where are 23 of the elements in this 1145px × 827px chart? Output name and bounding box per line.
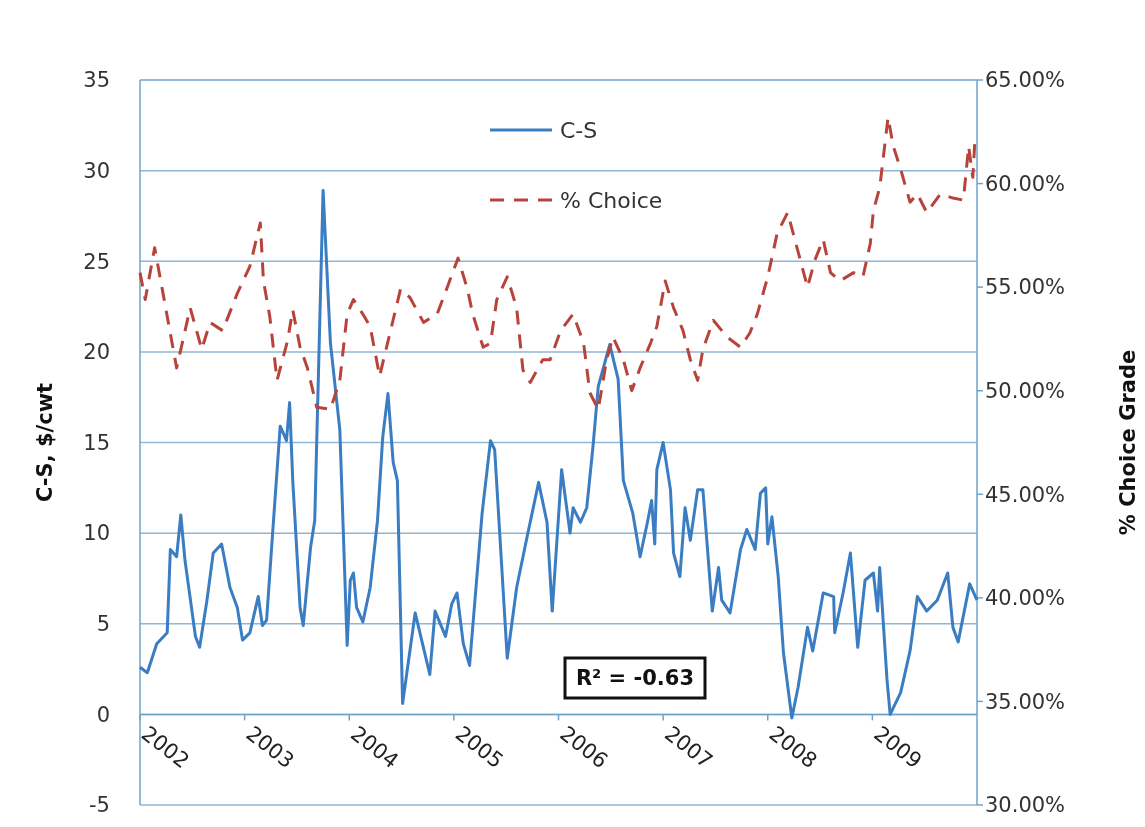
line-series	[138, 189, 979, 720]
y-tick-label: 20	[83, 340, 110, 365]
y-tick-label: -5	[89, 793, 110, 818]
legend-label: % Choice	[560, 187, 663, 213]
y-tick-label: 35	[83, 68, 110, 93]
y2-tick-label: 60.00%	[985, 171, 1066, 196]
y2-tick-label: 55.00%	[985, 275, 1066, 300]
y-axis-title: C-S, $/cwt	[33, 382, 57, 503]
y-tick-label: 0	[96, 702, 110, 727]
y2-tick-label: 30.00%	[985, 793, 1066, 818]
annotation: R² = -0.63	[575, 666, 695, 691]
y2-tick-label: 40.00%	[985, 586, 1066, 611]
y-tick-label: 5	[96, 612, 110, 637]
legend-label: C-S	[560, 117, 598, 143]
y2-tick-label: 45.00%	[985, 482, 1066, 507]
y2-tick-label: 65.00%	[985, 68, 1066, 93]
y-tick-label: 10	[83, 521, 110, 546]
y-tick-label: 25	[83, 249, 110, 274]
y2-tick-label: 50.00%	[985, 379, 1066, 404]
y-tick-label: 30	[83, 158, 110, 183]
y2-tick-label: 35.00%	[985, 689, 1066, 714]
y2-axis-title: % Choice Grade	[1116, 349, 1140, 536]
y-tick-label: 15	[83, 430, 110, 455]
